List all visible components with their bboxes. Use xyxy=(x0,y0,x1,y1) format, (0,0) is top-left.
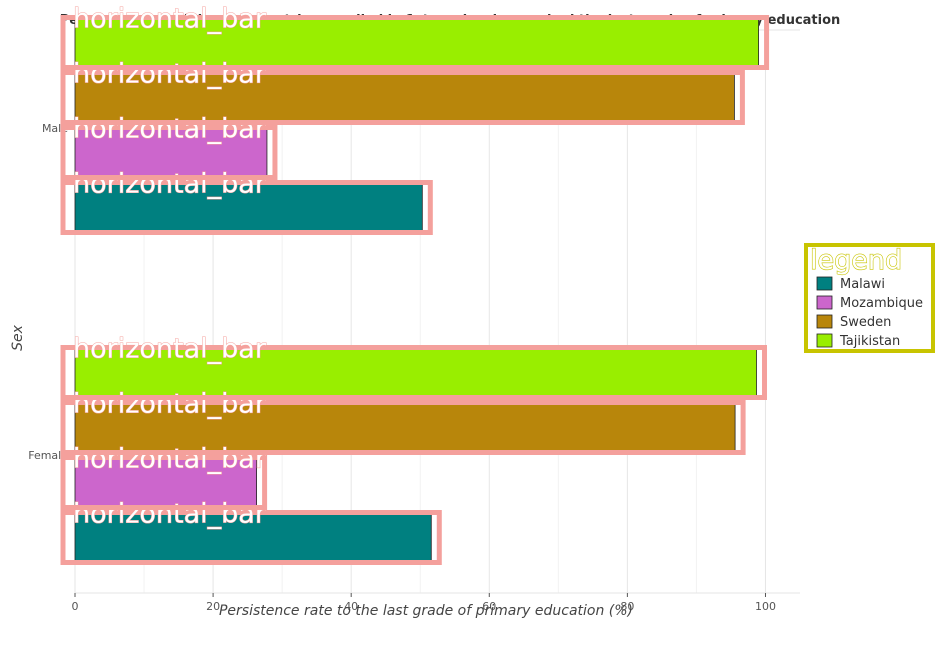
bar-female-sweden xyxy=(74,404,736,451)
bar-male-mozambique xyxy=(74,129,268,176)
annotation-label: horizontal_bar xyxy=(73,444,267,475)
legend-label-tajikistan: Tajikistan xyxy=(839,334,900,349)
bar-female-tajikistan xyxy=(74,349,757,396)
bar-male-tajikistan xyxy=(74,19,759,66)
legend-swatch-mozambique xyxy=(816,295,833,310)
y-axis-label: Sex xyxy=(10,324,26,351)
x-tick-label: 20 xyxy=(206,600,220,613)
annotation-box xyxy=(60,125,278,180)
annotation-label: horizontal_bar xyxy=(73,334,267,365)
legend-items: Malawi Mozambique Sweden Tajikistan xyxy=(816,276,923,349)
annotation-box xyxy=(60,400,746,455)
annotation-box xyxy=(60,455,268,510)
legend-swatch-malawi xyxy=(816,276,833,291)
legend-label-sweden: Sweden xyxy=(840,315,891,330)
annotations: horizontal_bar horizontal_bar horizontal_b… xyxy=(60,3,770,565)
legend-label-malawi: Malawi xyxy=(840,277,885,292)
x-tick-label: 60 xyxy=(482,600,496,613)
x-tick-label: 100 xyxy=(755,600,776,613)
legend-label-mozambique: Mozambique xyxy=(840,296,923,311)
annotation-box xyxy=(60,70,745,125)
legend-title: legend xyxy=(810,245,902,276)
bar-female-malawi xyxy=(74,514,432,561)
annotation-label: horizontal_bar xyxy=(73,4,267,35)
legend-swatch-tajikistan xyxy=(816,333,833,348)
bars xyxy=(74,19,759,561)
x-ticks: 0 20 40 60 80 100 xyxy=(72,593,776,613)
annotation-label: horizontal_bar xyxy=(73,59,267,90)
x-axis-label: Persistence rate to the last grade of pr… xyxy=(219,603,633,619)
annotation-label: horizontal_bar xyxy=(73,114,267,145)
annotation-label: horizontal_bar xyxy=(73,389,267,420)
annotation-box xyxy=(60,180,433,235)
annotation-box xyxy=(60,510,442,565)
y-tick-label-female: Female xyxy=(28,449,68,462)
x-tick-label: 40 xyxy=(344,600,358,613)
legend: legend Malawi Mozambique Sweden Tajikistan xyxy=(804,243,935,353)
annotation-box xyxy=(60,345,767,400)
annotation-label: horizontal_bar xyxy=(73,169,267,200)
x-tick-label: 0 xyxy=(72,600,79,613)
annotation-box xyxy=(60,15,770,70)
legend-swatch-sweden xyxy=(816,314,833,329)
x-tick-label: 80 xyxy=(620,600,634,613)
bar-male-malawi xyxy=(74,184,423,231)
annotation-label: horizontal_bar xyxy=(73,499,267,530)
